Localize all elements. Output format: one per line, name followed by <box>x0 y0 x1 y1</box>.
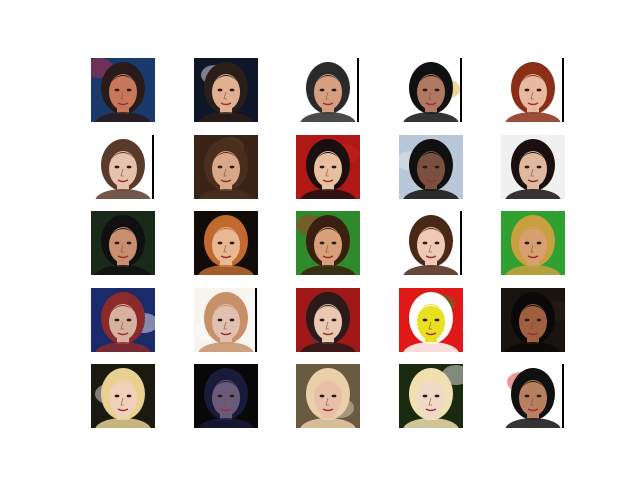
face-thumbnail <box>399 364 463 428</box>
face-image-r2-c4 <box>399 135 463 199</box>
face-thumbnail <box>194 211 258 275</box>
face-image-r2-c2 <box>194 135 258 199</box>
face-thumbnail <box>194 288 258 352</box>
face-thumbnail <box>296 58 360 122</box>
face-image-r5-c4 <box>399 364 463 428</box>
face-thumbnail <box>399 288 463 352</box>
face-image-r3-c2 <box>194 211 258 275</box>
face-thumbnail <box>501 364 565 428</box>
face-image-r2-c5 <box>501 135 565 199</box>
face-thumbnail <box>501 58 565 122</box>
face-image-r5-c2 <box>194 364 258 428</box>
face-thumbnail <box>91 288 155 352</box>
face-image-r3-c4 <box>399 211 463 275</box>
face-image-r5-c1 <box>91 364 155 428</box>
face-image-r3-c3 <box>296 211 360 275</box>
face-image-r1-c1 <box>91 58 155 122</box>
face-thumbnail <box>296 135 360 199</box>
face-image-r2-c3 <box>296 135 360 199</box>
face-image-r5-c3 <box>296 364 360 428</box>
face-thumbnail <box>296 288 360 352</box>
face-image-r1-c3 <box>296 58 360 122</box>
face-thumbnail <box>91 364 155 428</box>
face-thumbnail <box>296 364 360 428</box>
face-thumbnail <box>501 135 565 199</box>
face-image-r1-c5 <box>501 58 565 122</box>
face-thumbnail <box>194 364 258 428</box>
face-image-r3-c1 <box>91 211 155 275</box>
face-image-r4-c5 <box>501 288 565 352</box>
face-thumbnail <box>501 211 565 275</box>
face-image-r4-c2 <box>194 288 258 352</box>
face-thumbnail <box>194 135 258 199</box>
face-thumbnail <box>399 211 463 275</box>
face-image-r5-c5 <box>501 364 565 428</box>
face-image-r4-c4 <box>399 288 463 352</box>
face-image-r2-c1 <box>91 135 155 199</box>
face-thumbnail <box>91 211 155 275</box>
face-image-r4-c1 <box>91 288 155 352</box>
face-thumbnail <box>399 135 463 199</box>
face-thumbnail <box>194 58 258 122</box>
face-image-r4-c3 <box>296 288 360 352</box>
face-thumbnail <box>91 58 155 122</box>
face-thumbnail <box>501 288 565 352</box>
face-thumbnail <box>399 58 463 122</box>
face-image-r1-c2 <box>194 58 258 122</box>
face-image-r1-c4 <box>399 58 463 122</box>
face-thumbnail <box>91 135 155 199</box>
face-image-r3-c5 <box>501 211 565 275</box>
face-thumbnail <box>296 211 360 275</box>
